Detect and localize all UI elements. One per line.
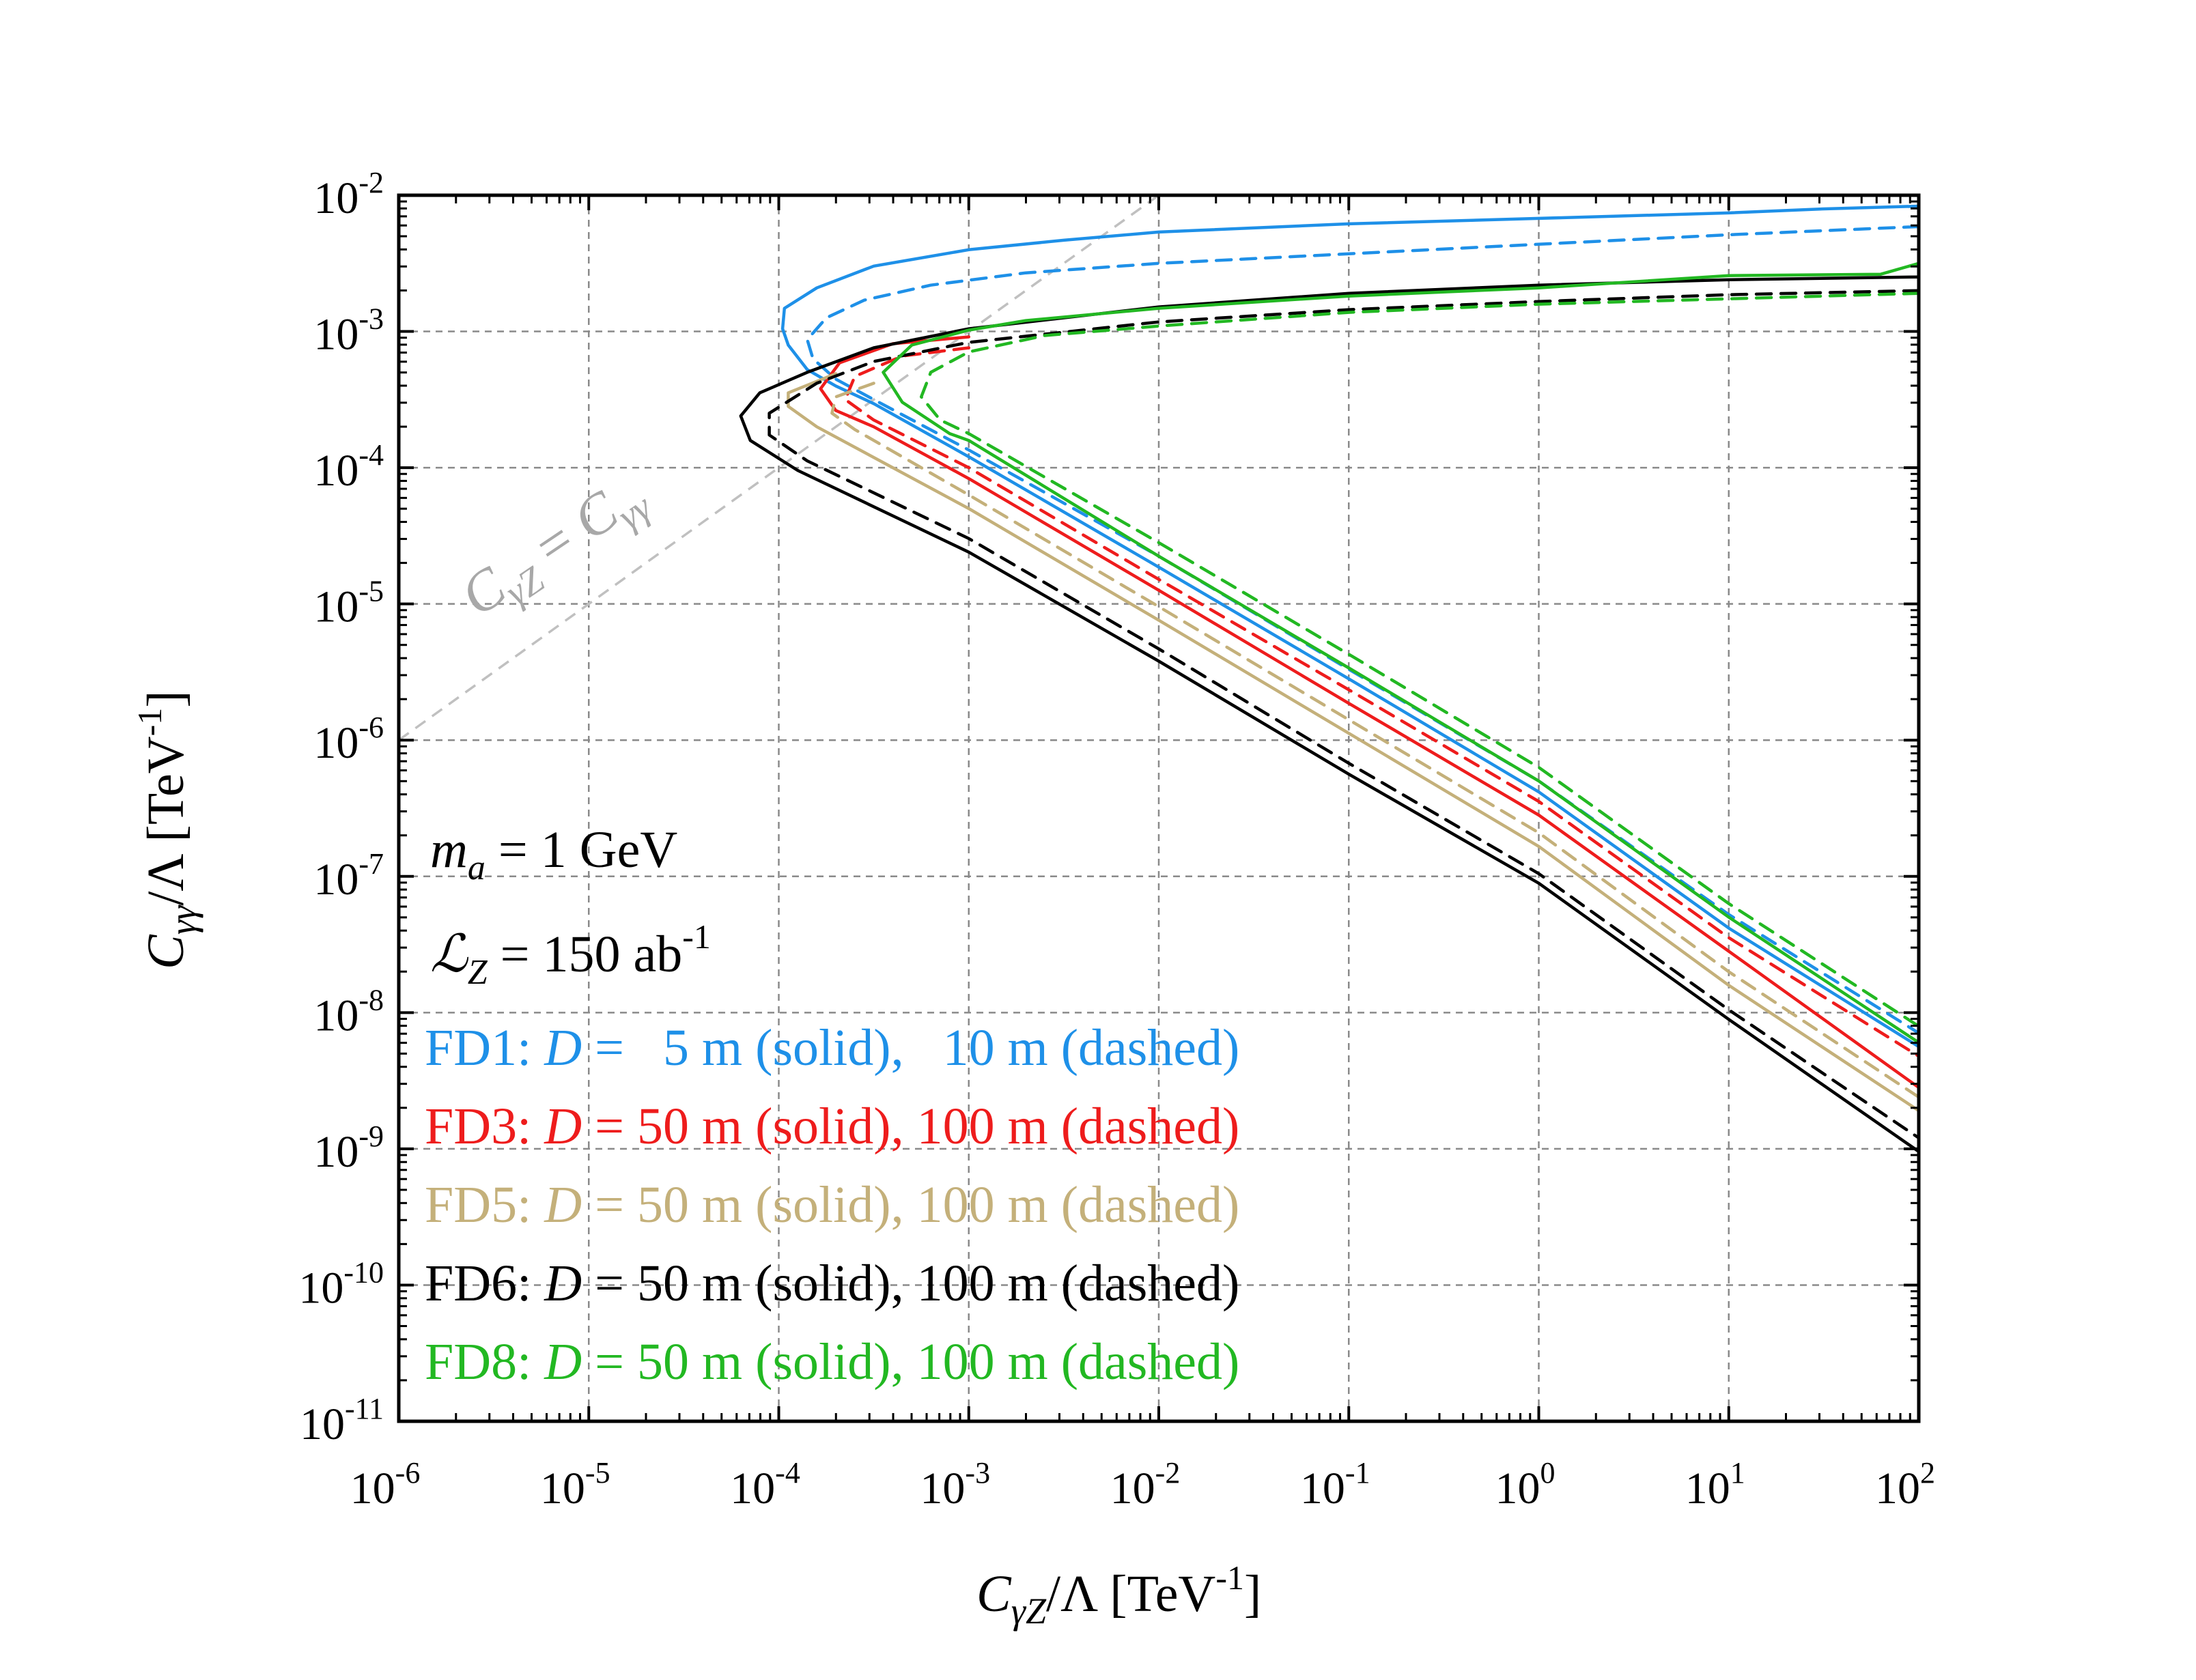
series-line-fd8-50-m — [882, 261, 1921, 1044]
y-tick-labels: 10-2 10-3 10-4 10-5 10-6 10-7 10-8 10-9 10-10 10-… — [298, 166, 384, 1449]
y-tick-label-6: 10-8 — [313, 983, 384, 1040]
x-tick-label-6: 100 — [1495, 1456, 1556, 1513]
reference-line-group — [397, 194, 1160, 741]
lumi-rest: = 150 ab — [488, 926, 683, 983]
x-tick-label-8: 102 — [1875, 1456, 1935, 1513]
mass-rest: = 1 GeV — [485, 821, 677, 879]
y-axis-title: Cγγ/Λ [TeV-1] — [130, 690, 203, 969]
x-axis-title: CγZ/Λ [TeV-1] — [976, 1558, 1261, 1632]
series-line-fd1-5-m — [780, 204, 1921, 1049]
plot-frame — [397, 193, 1921, 1423]
mass-annotation: ma = 1 GeV — [430, 821, 677, 887]
series-line-fd3-100-m — [843, 346, 1921, 1058]
grid — [399, 195, 1919, 1421]
lumi-sup: -1 — [682, 917, 711, 956]
y-tick-label-8: 10-10 — [298, 1255, 384, 1313]
legend-entry-fd5: FD5: D = 50 m (solid), 100 m (dashed) — [425, 1176, 1239, 1234]
reference-line-label: CγZ = Cγγ — [450, 461, 660, 635]
series-line-fd5-50-m — [787, 372, 1921, 1113]
x-tick-label-7: 101 — [1685, 1456, 1745, 1513]
x-tick-label-4: 10-2 — [1110, 1456, 1181, 1513]
legend-entry-fd6: FD6: D = 50 m (solid), 100 m (dashed) — [425, 1255, 1239, 1312]
mass-var: m — [430, 821, 468, 879]
legend-entry-fd8: FD8: D = 50 m (solid), 100 m (dashed) — [425, 1333, 1239, 1391]
series-line-fd8-100-m — [919, 291, 1921, 1028]
x-tick-label-2: 10-4 — [730, 1456, 800, 1513]
y-tick-label-1: 10-3 — [313, 302, 384, 360]
x-tick-label-5: 10-1 — [1300, 1456, 1370, 1513]
lumi-annotation: ℒZ = 150 ab-1 — [430, 917, 711, 992]
x-tick-labels: 10-6 10-5 10-4 10-3 10-2 10-1 100 101 102 — [350, 1456, 1935, 1513]
y-tick-label-7: 10-9 — [313, 1120, 384, 1177]
x-tick-label-0: 10-6 — [350, 1456, 421, 1513]
y-tick-label-5: 10-7 — [313, 847, 384, 905]
y-tick-label-2: 10-4 — [313, 438, 384, 496]
y-tick-label-9: 10-11 — [300, 1392, 384, 1449]
x-tick-label-1: 10-5 — [540, 1456, 610, 1513]
y-tick-label-3: 10-5 — [313, 575, 384, 632]
series-line-fd1-10-m — [805, 225, 1921, 1035]
lumi-var: ℒ — [430, 926, 469, 983]
y-tick-label-4: 10-6 — [313, 711, 384, 768]
legend: FD1: D = 5 m (solid), 10 m (dashed) FD3: … — [425, 1019, 1239, 1391]
x-tick-label-3: 10-3 — [920, 1456, 990, 1513]
y-tick-label-0: 10-2 — [313, 166, 384, 223]
legend-entry-fd1: FD1: D = 5 m (solid), 10 m (dashed) — [425, 1019, 1239, 1077]
series-line-fd5-100-m — [830, 382, 1921, 1099]
curves — [739, 204, 1921, 1154]
legend-entry-fd3: FD3: D = 50 m (solid), 100 m (dashed) — [425, 1098, 1239, 1155]
reference-line — [397, 194, 1160, 741]
series-line-fd6-50-m — [739, 275, 1921, 1154]
series-line-fd3-50-m — [819, 335, 1921, 1090]
series-line-fd6-100-m — [768, 289, 1921, 1140]
lumi-sub: Z — [468, 953, 488, 992]
mass-sub: a — [468, 849, 485, 887]
axis-ticks — [397, 194, 1920, 1423]
